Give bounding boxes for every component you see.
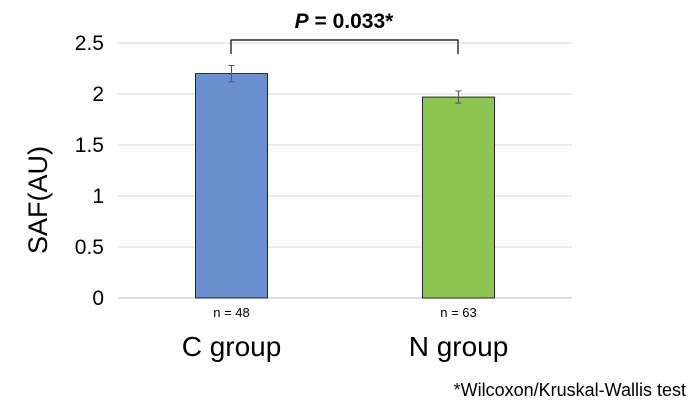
sample-size-label: n = 48 — [213, 305, 250, 320]
y-tick-labels: 0 0.5 1 1.5 2 2.5 — [75, 32, 104, 310]
significance-bracket — [230, 39, 459, 54]
y-tick-label: 0.5 — [75, 236, 104, 259]
y-axis-label: SAF(AU) — [23, 146, 53, 254]
category-label: C group — [182, 331, 282, 362]
y-tick-label: 2 — [92, 83, 104, 106]
y-tick-label: 2.5 — [75, 32, 104, 55]
y-tick-label: 1 — [92, 185, 104, 208]
significance-annotation: P = 0.033* — [230, 10, 459, 54]
error-bar — [228, 64, 235, 83]
error-bar — [455, 90, 462, 104]
y-tick-label: 0 — [92, 287, 104, 310]
category-label: N group — [409, 331, 509, 362]
bar-n-group — [422, 96, 495, 299]
category-labels: n = 48 C group n = 63 N group — [182, 305, 509, 362]
bars — [195, 64, 495, 299]
sample-size-label: n = 63 — [440, 305, 477, 320]
gridlines — [118, 42, 572, 299]
y-tick-label: 1.5 — [75, 134, 104, 157]
p-value-label: P = 0.033* — [295, 10, 394, 33]
footnote: *Wilcoxon/Kruskal-Wallis test — [453, 380, 686, 400]
bar-c-group — [195, 73, 268, 299]
